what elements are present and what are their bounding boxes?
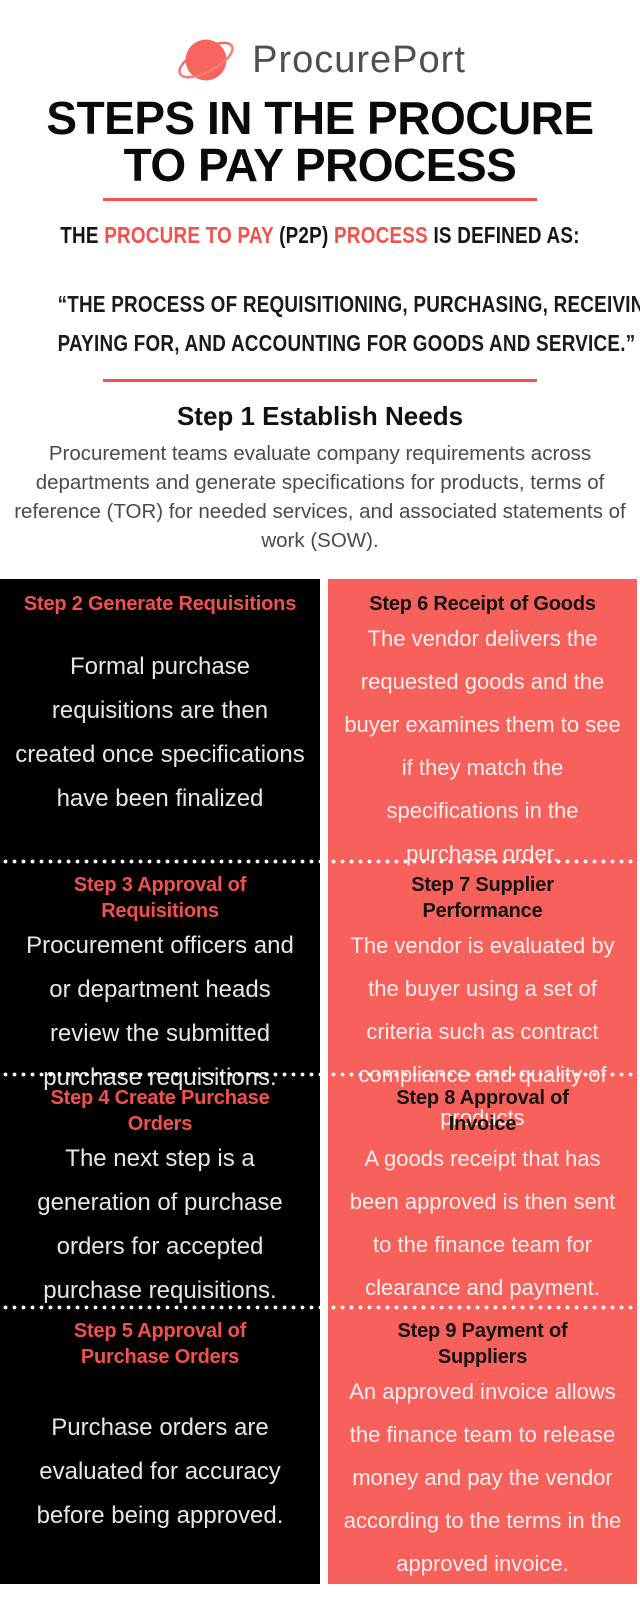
quote-underline: [103, 379, 537, 382]
step9-cell: Step 9 Payment of Suppliers An approved …: [328, 1305, 637, 1584]
right-column: Step 6 Receipt of Goods The vendor deliv…: [328, 579, 637, 1584]
left-column: Step 2 Generate Requisitions Formal purc…: [0, 579, 320, 1584]
step1-body: Procurement teams evaluate company requi…: [14, 442, 626, 552]
step4-body: The next step is a generation of purchas…: [37, 1145, 283, 1304]
step2-body-wrap: Formal purchase requisitions are then cr…: [14, 617, 306, 859]
brand-header: ProcurePort: [0, 33, 640, 87]
planet-orbit-icon: [178, 39, 234, 81]
title-underline: [103, 198, 537, 201]
definition-text: THE PROCURE TO PAY (P2P) PROCESS IS DEFI…: [58, 222, 583, 249]
step5-cell: Step 5 Approval of Purchase Orders Purch…: [0, 1305, 320, 1584]
brand-wordmark: ProcurePort: [252, 38, 466, 81]
step6-body: The vendor delivers the requested goods …: [344, 626, 621, 866]
step2-body: Formal purchase requisitions are then cr…: [15, 653, 305, 812]
step8-body-wrap: A goods receipt that has been approved i…: [342, 1137, 623, 1319]
definition-part: THE: [60, 222, 105, 248]
step7-cell: Step 7 Supplier Performance The vendor i…: [328, 859, 637, 1130]
step6-body-wrap: The vendor delivers the requested goods …: [342, 617, 623, 885]
quote-line2: PAYING FOR, AND ACCOUNTING FOR GOODS AND…: [57, 330, 636, 356]
page-title-line2: TO PAY PROCESS: [123, 139, 517, 191]
step7-title: Step 7 Supplier Performance: [411, 874, 554, 922]
page-title-line1: STEPS IN THE PROCURE: [46, 92, 594, 144]
step6-title: Step 6 Receipt of Goods: [369, 593, 596, 615]
step9-title: Step 9 Payment of Suppliers: [397, 1320, 568, 1368]
step3-title: Step 3 Approval of Requisitions: [73, 874, 247, 922]
definition-part: IS DEFINED AS:: [427, 222, 580, 248]
definition-part-accent: PROCURE TO PAY: [104, 222, 274, 248]
step2-cell: Step 2 Generate Requisitions Formal purc…: [0, 579, 320, 859]
step9-body: An approved invoice allows the finance t…: [343, 1379, 622, 1576]
step4-cell: Step 4 Create Purchase Orders The next s…: [0, 1072, 320, 1305]
column-gutter: [320, 579, 328, 1584]
step8-body: A goods receipt that has been approved i…: [349, 1146, 616, 1300]
quote-line1: “THE PROCESS OF REQUISITIONING, PURCHASI…: [57, 291, 640, 317]
step9-body-wrap: An approved invoice allows the finance t…: [342, 1370, 623, 1595]
step2-title: Step 2 Generate Requisitions: [23, 593, 297, 615]
step5-body-wrap: Purchase orders are evaluated for accura…: [14, 1370, 306, 1584]
step3-cell: Step 3 Approval of Requisitions Procurem…: [0, 859, 320, 1091]
step5-title: Step 5 Approval of Purchase Orders: [73, 1320, 247, 1368]
step6-cell: Step 6 Receipt of Goods The vendor deliv…: [328, 579, 637, 866]
page-title: STEPS IN THE PROCURE TO PAY PROCESS: [0, 95, 640, 189]
step4-body-wrap: The next step is a generation of purchas…: [14, 1137, 306, 1323]
bottom-margin: [0, 1584, 640, 1600]
step1-title: Step 1 Establish Needs: [176, 401, 464, 431]
quote-text: “THE PROCESS OF REQUISITIONING, PURCHASI…: [0, 285, 640, 363]
steps-grid: Step 2 Generate Requisitions Formal purc…: [0, 579, 640, 1584]
definition-part: (P2P): [273, 222, 335, 248]
step5-body: Purchase orders are evaluated for accura…: [36, 1414, 284, 1529]
step8-title: Step 8 Approval of Invoice: [396, 1087, 569, 1135]
step4-title: Step 4 Create Purchase Orders: [50, 1087, 270, 1135]
step8-cell: Step 8 Approval of Invoice A goods recei…: [328, 1072, 637, 1305]
definition-part-accent: PROCESS: [334, 222, 428, 248]
